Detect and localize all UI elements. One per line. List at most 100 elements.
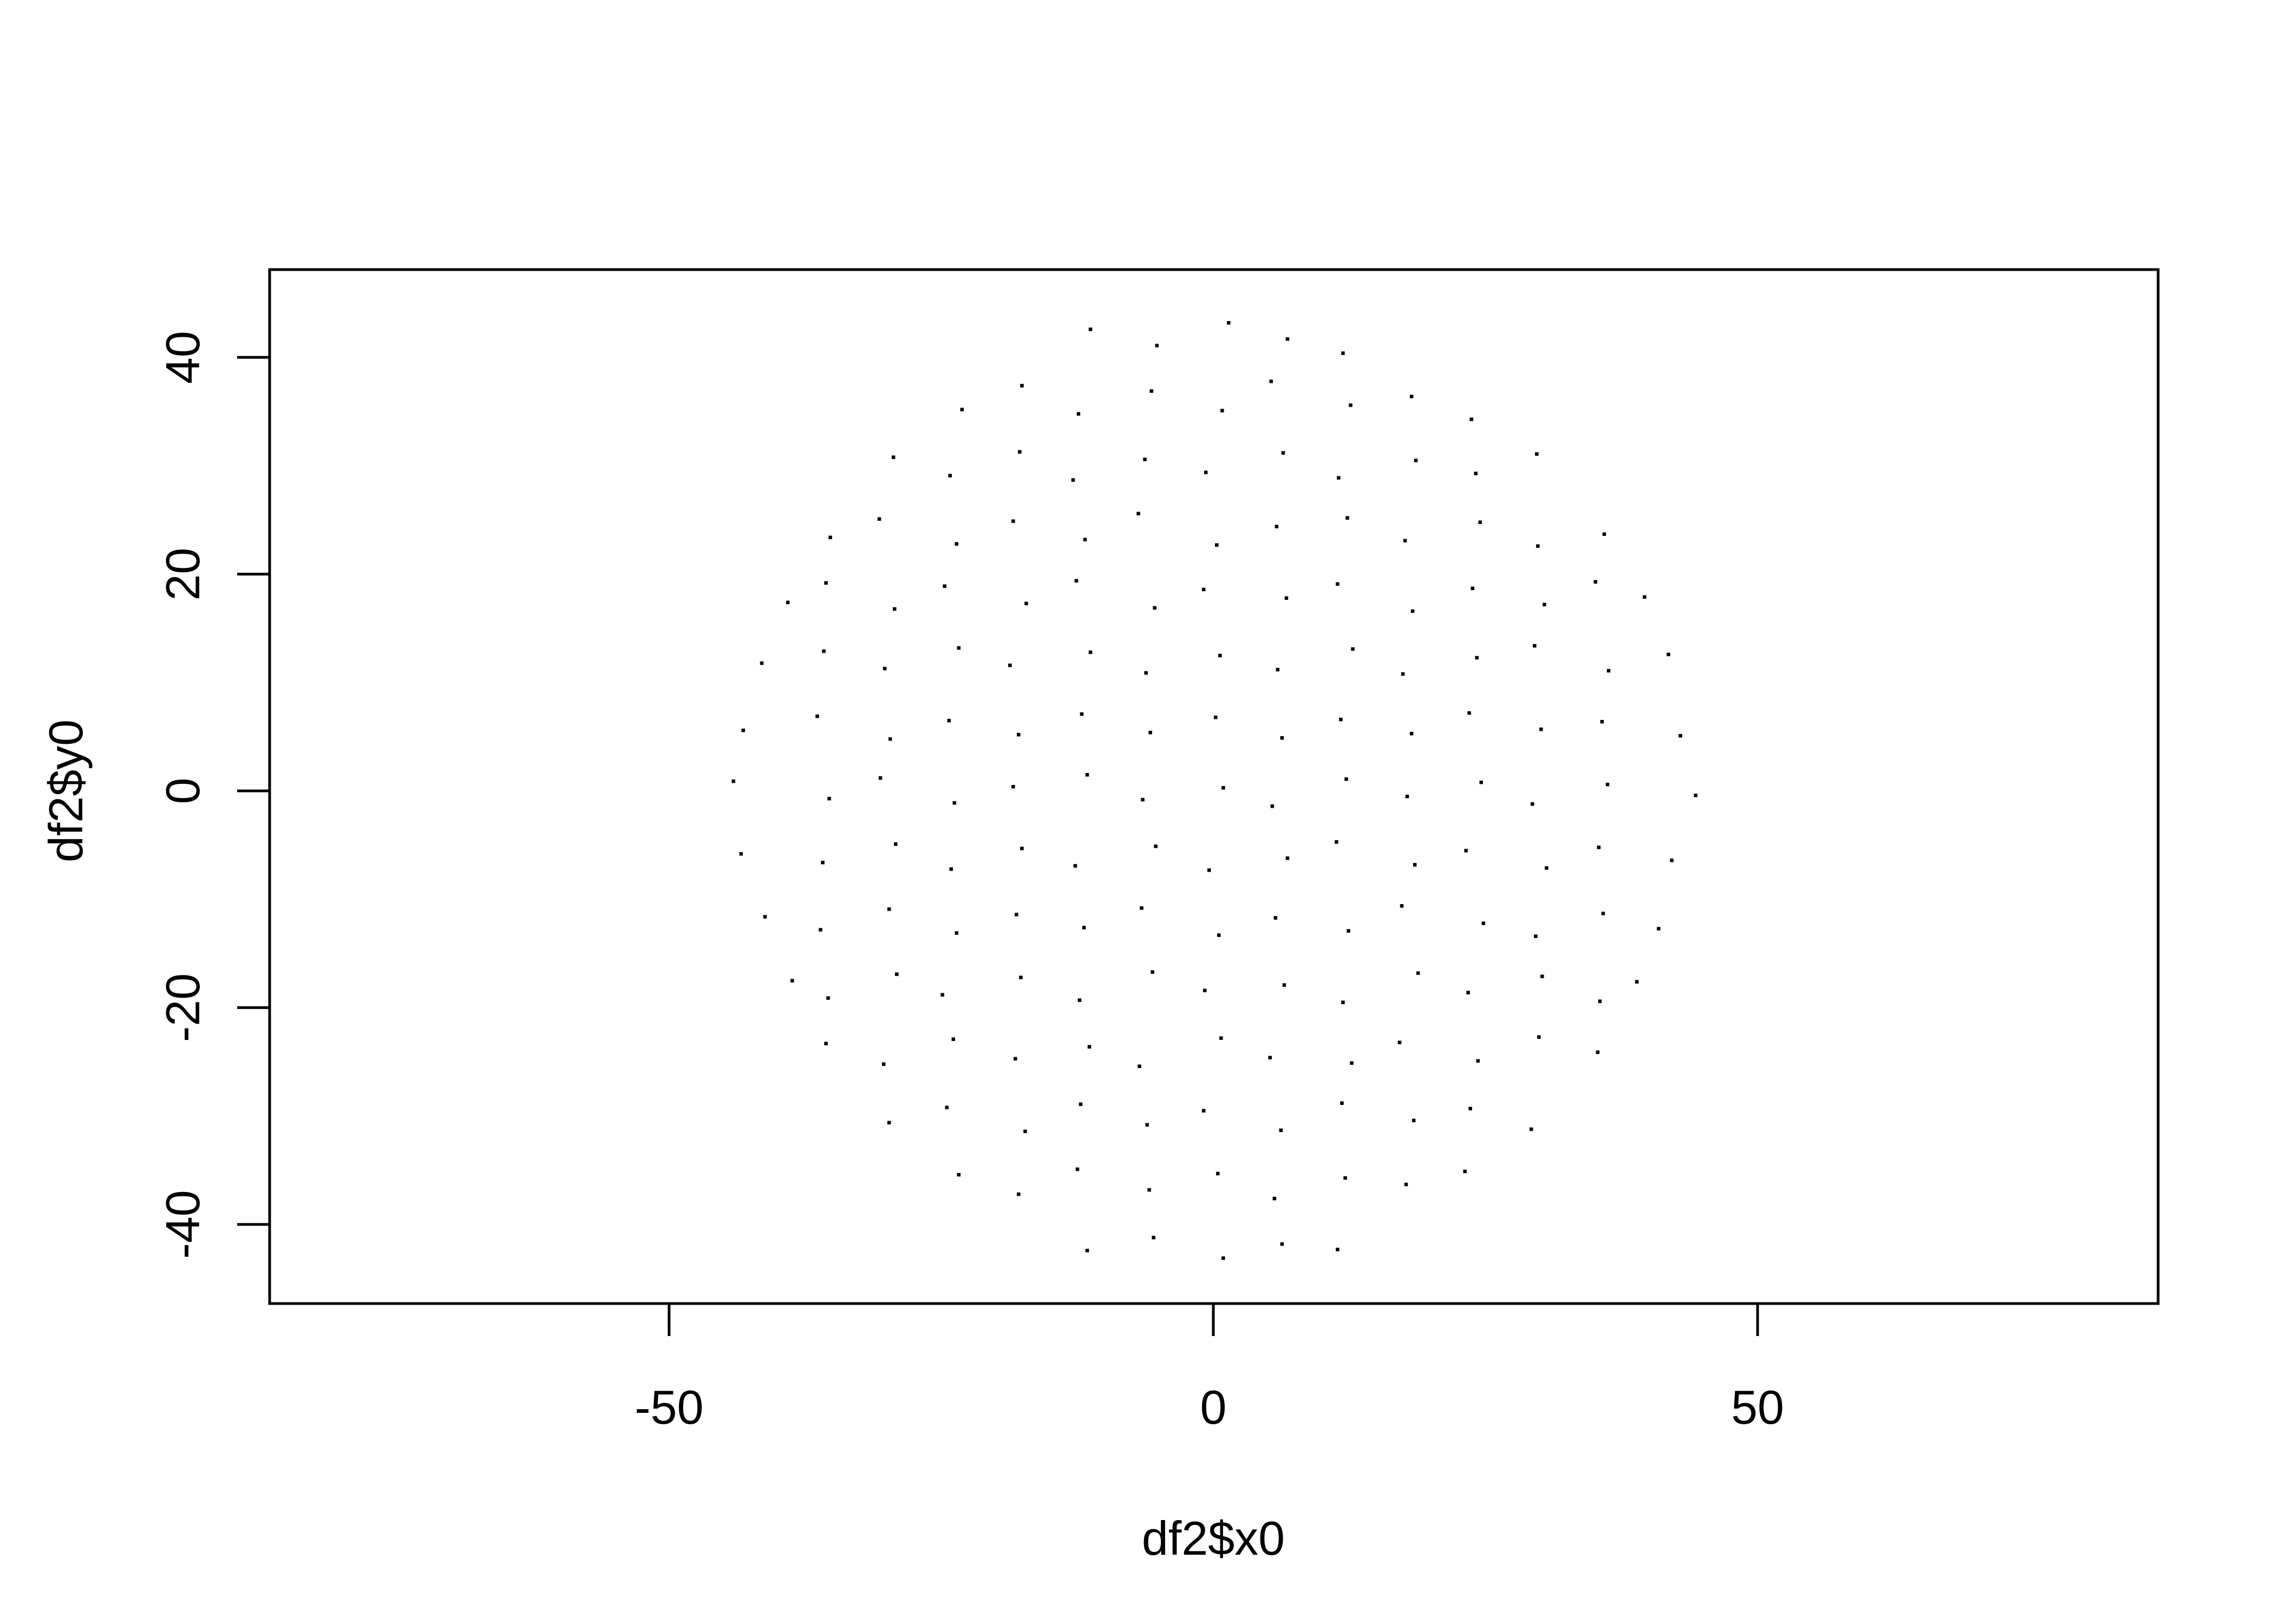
data-point [1403,539,1407,542]
data-point [1349,403,1352,407]
y-tick-label: 40 [156,331,210,384]
data-point [1008,663,1012,667]
data-point [821,861,825,865]
data-point [1154,844,1158,848]
data-point [1136,512,1140,515]
data-point [1350,1061,1354,1065]
data-point [1471,586,1474,591]
data-point [1537,1035,1541,1039]
data-point [1020,384,1024,388]
data-point [1335,840,1338,844]
data-point [1203,988,1207,992]
data-point [1694,794,1698,797]
data-point [1155,344,1159,348]
data-point [1413,863,1417,867]
data-point [1476,1059,1480,1063]
data-point [1024,601,1028,606]
data-point [949,867,953,871]
data-point [1204,470,1208,474]
data-point [1281,451,1285,455]
y-axis-label: df2$y0 [39,719,93,862]
data-point [1272,1196,1277,1201]
data-point [1276,667,1280,672]
data-point [1530,1127,1533,1131]
data-point [1468,1106,1472,1111]
data-point [1469,417,1473,421]
data-point [1404,1182,1408,1187]
data-point [1082,926,1086,929]
data-point [888,737,892,741]
data-point [1341,1000,1345,1004]
data-point [1535,452,1539,456]
data-point [1347,929,1350,933]
data-point [1606,669,1611,673]
x-tick-label: -50 [635,1380,703,1434]
data-point [1138,1064,1141,1068]
data-point [943,584,946,588]
data-point [1014,1057,1017,1060]
data-point [1080,712,1084,716]
data-point [1397,1040,1402,1044]
data-point [1076,412,1081,416]
data-point [1545,866,1548,870]
data-point [1412,1118,1416,1123]
data-point [1597,846,1601,849]
data-point [1543,603,1546,607]
data-point [1401,672,1405,676]
data-point [1153,606,1156,610]
data-point [1280,1242,1284,1246]
data-point [1144,671,1148,675]
data-point [1282,983,1286,987]
data-point [1221,786,1225,790]
data-point [955,542,958,546]
data-point [1285,337,1290,341]
data-point [1201,587,1206,592]
data-point [1015,913,1018,916]
data-point [828,535,832,539]
data-point [1148,730,1152,735]
data-point [1017,732,1021,737]
data-point [957,1173,961,1177]
data-point [1218,653,1222,658]
data-point [1667,652,1670,657]
data-point [1088,328,1093,331]
data-point [1221,1256,1225,1260]
data-point [1268,1056,1272,1059]
data-point [1279,1128,1283,1132]
data-point [1343,1176,1347,1180]
data-point [1635,980,1639,984]
data-point [945,1105,949,1110]
data-point [1596,1050,1600,1054]
data-point [1598,999,1602,1003]
data-point [1478,520,1482,524]
data-point [1074,579,1079,583]
data-point [1409,731,1414,736]
data-point [1533,644,1537,648]
y-tick-label: 20 [156,548,210,601]
data-point [1149,389,1153,393]
data-point [1088,650,1093,654]
data-point [1087,1045,1092,1049]
data-point [878,776,883,780]
y-tick-label: -40 [156,1190,210,1259]
data-point [895,972,899,976]
x-tick-label: 0 [1200,1380,1227,1434]
data-point [948,474,952,477]
data-point [827,797,831,801]
y-axis: -40 -20 0 20 40 [156,331,271,1259]
data-point [1678,734,1682,738]
data-point [1018,450,1022,454]
plot-frame [268,268,2160,1305]
data-point [1539,727,1543,731]
data-point [1416,971,1420,975]
data-point [1151,970,1154,974]
data-point [1220,409,1224,412]
data-point [1336,582,1339,586]
data-point [790,979,794,983]
data-point [741,728,745,732]
data-point [1400,904,1404,908]
data-point [739,852,743,856]
data-point [887,907,891,911]
data-point [893,607,897,611]
